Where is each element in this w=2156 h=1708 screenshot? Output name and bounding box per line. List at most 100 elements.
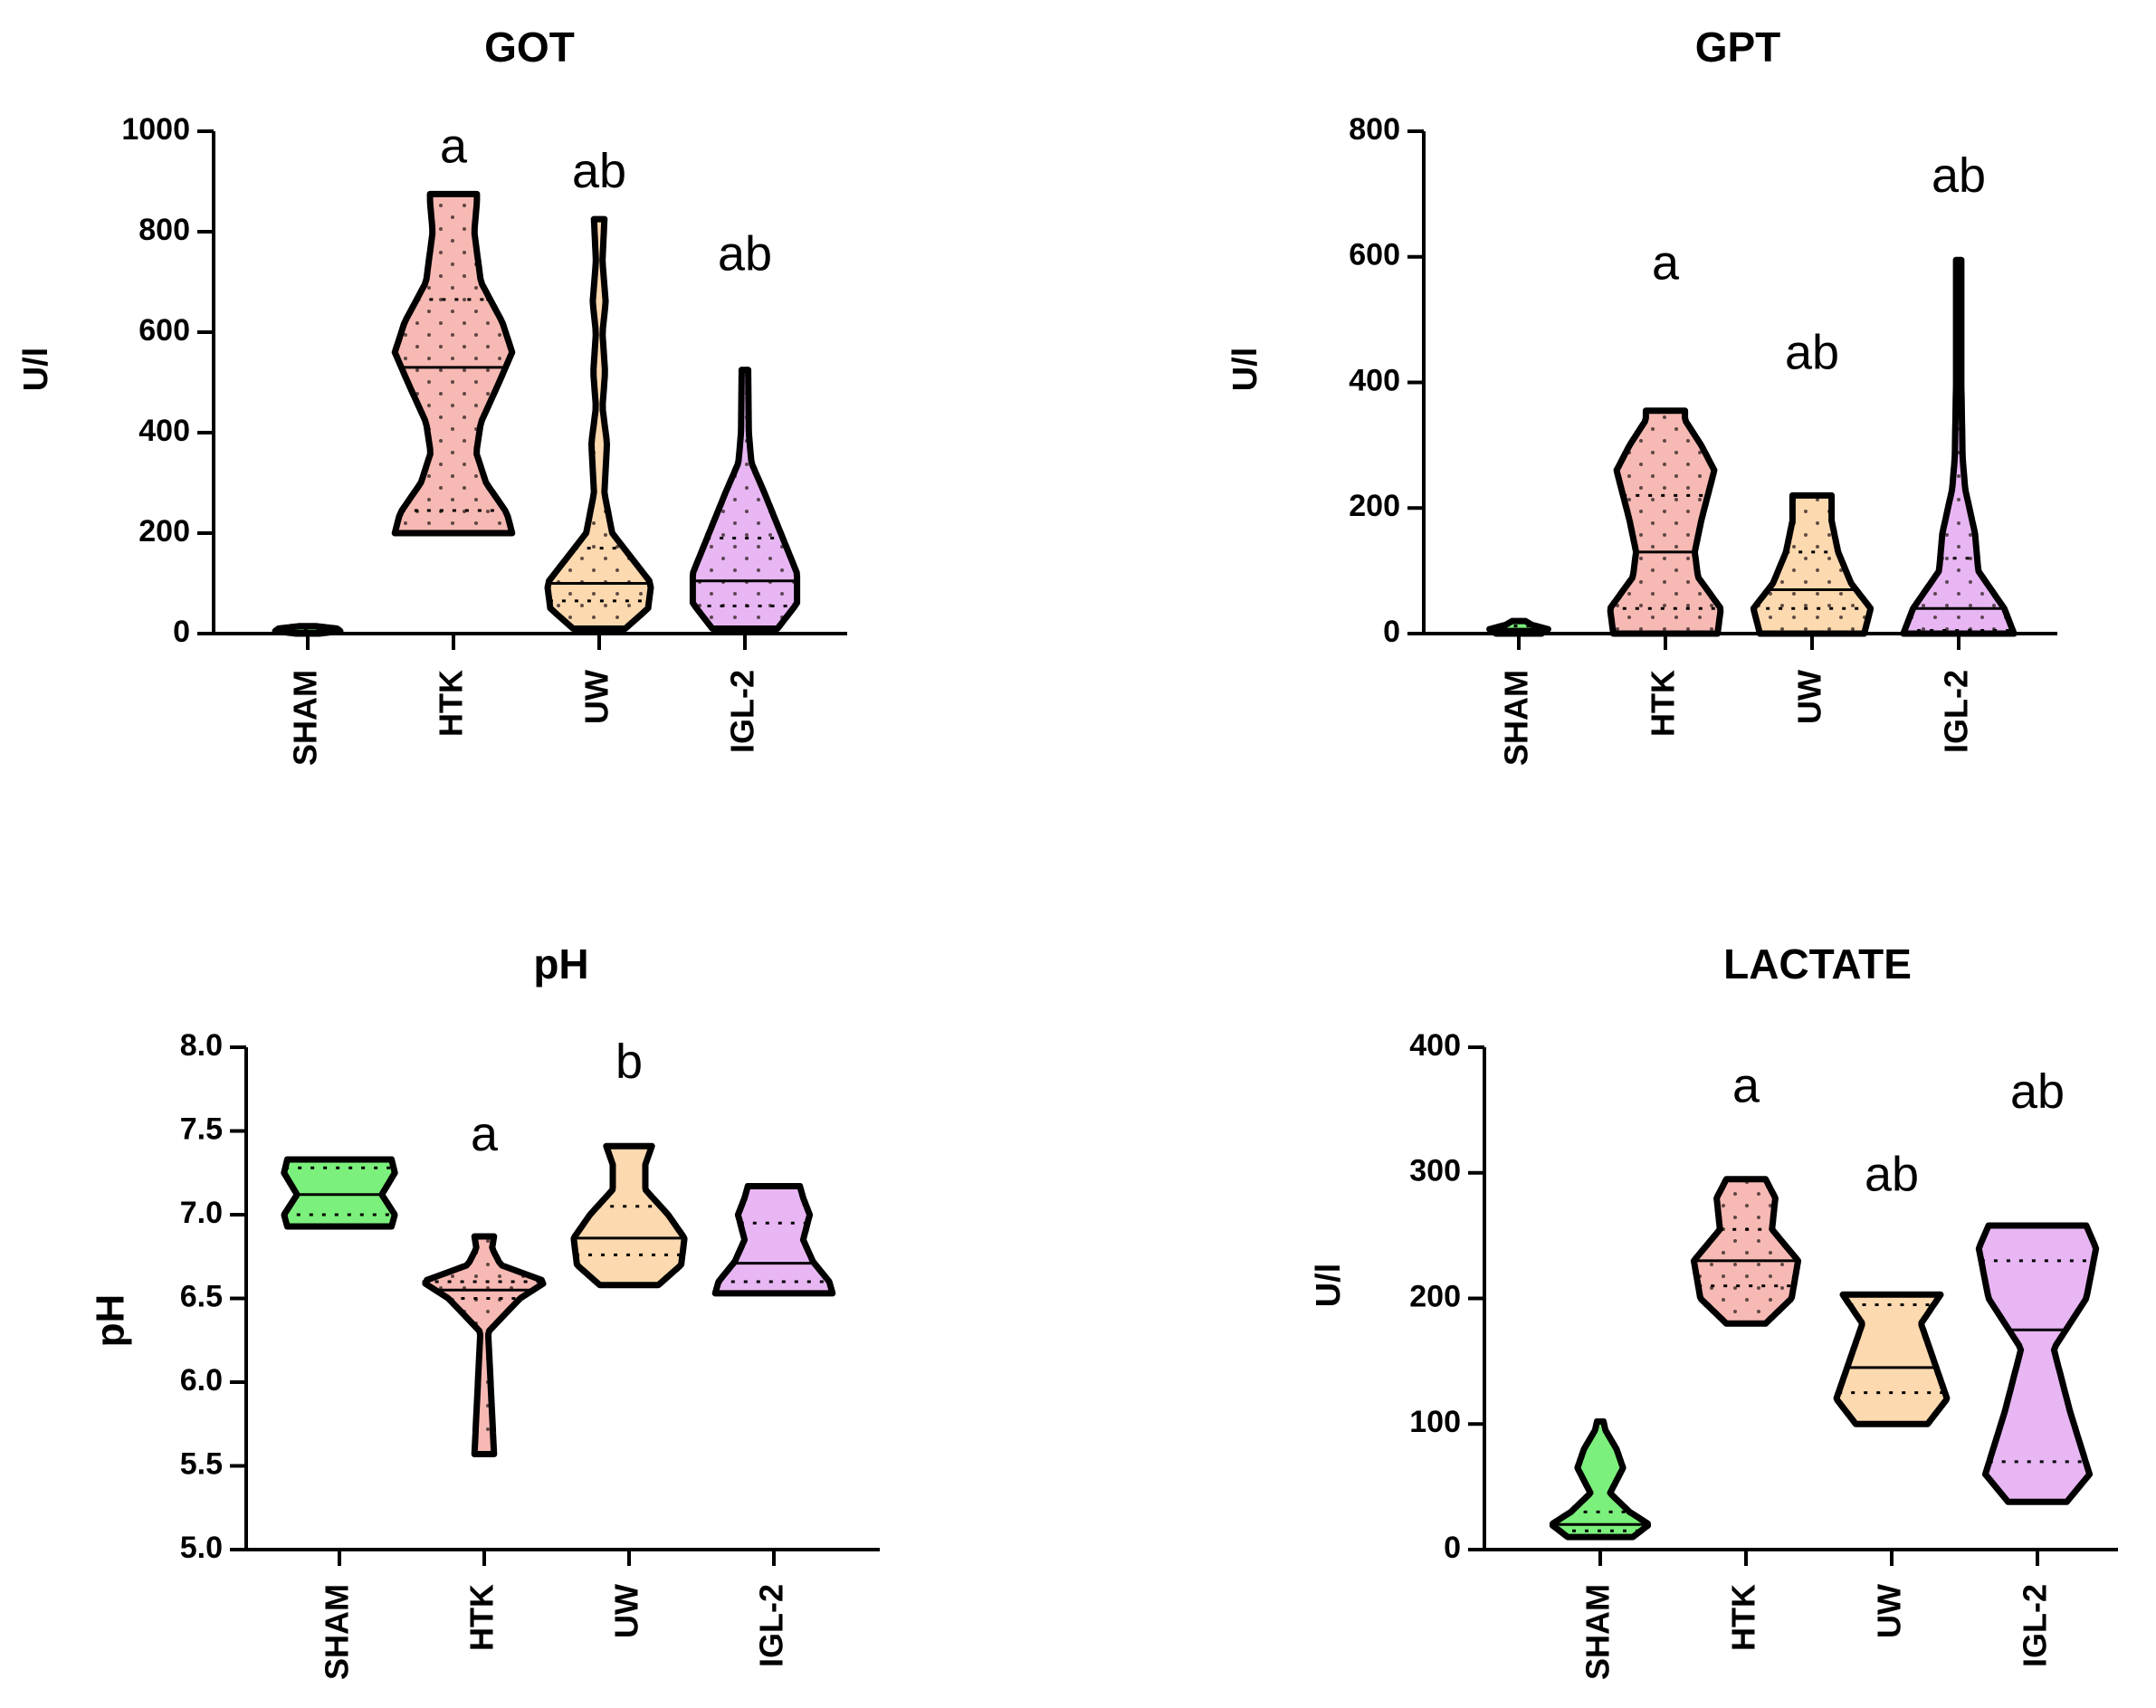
y-tick-label: 800: [1349, 112, 1400, 147]
x-category-label: SHAM: [287, 670, 324, 766]
y-tick-label: 400: [1409, 1028, 1461, 1063]
chart-title: GOT: [484, 24, 575, 71]
violin-lactate-igl-2: IGL-2 ab: [1975, 1064, 2100, 1667]
x-category-label: UW: [1791, 670, 1828, 724]
violin-lactate-sham: SHAM: [1549, 1418, 1652, 1680]
y-tick-label: 8.0: [180, 1028, 223, 1063]
y-tick-label: 400: [138, 414, 190, 448]
y-tick-label: 0: [1444, 1531, 1461, 1565]
violin-outline: [281, 1156, 398, 1230]
significance-label: a: [471, 1107, 499, 1161]
violin-got-uw: UW ab: [544, 144, 654, 724]
violin-gpt-uw: UW ab: [1750, 325, 1875, 724]
violin-dot-texture: [1693, 1178, 1798, 1324]
violin-fill: [1979, 1226, 2096, 1503]
x-category-label: SHAM: [319, 1584, 356, 1680]
violin-ph-uw: UW b: [570, 1035, 688, 1638]
violin-got-htk: HTK a: [391, 119, 516, 737]
y-tick-label: 0: [173, 615, 190, 649]
significance-label: a: [1732, 1059, 1760, 1113]
x-category-label: UW: [1871, 1584, 1908, 1638]
chart-panel-gpt: GPT U/l 0 200 400 600 800 SHAM HTK a UW ab IGL-2 ab: [1226, 24, 2057, 766]
y-tick-label: 6.5: [180, 1279, 223, 1313]
violin-outline: [1900, 256, 2018, 637]
x-category-label: HTK: [1645, 670, 1682, 737]
chart-panel-ph: pH pH 5.0 5.5 6.0 6.5 7.0 7.5 8.0 SHAM HTK a UW b IGL-…: [89, 940, 880, 1680]
violin-fill: [283, 1159, 396, 1226]
violin-outline: [422, 1233, 547, 1457]
x-category-label: UW: [578, 670, 615, 724]
y-tick-label: 800: [138, 213, 190, 247]
violin-lactate-htk: HTK a: [1690, 1059, 1802, 1651]
violin-dot-texture: [692, 369, 797, 629]
significance-label: a: [440, 119, 468, 173]
y-tick-label: 200: [138, 514, 190, 549]
y-tick-label: 7.0: [180, 1196, 223, 1230]
chart-title: GPT: [1695, 24, 1781, 71]
violin-outline: [391, 190, 516, 537]
y-tick-label: 400: [1349, 363, 1400, 397]
violin-outline: [1975, 1222, 2100, 1505]
violin-gpt-igl-2: IGL-2 ab: [1900, 148, 2018, 753]
y-tick-label: 600: [138, 313, 190, 348]
violin-fill: [573, 1146, 685, 1285]
x-category-label: HTK: [1725, 1584, 1762, 1651]
y-tick-label: 200: [1349, 489, 1400, 523]
violin-got-igl-2: IGL-2 ab: [689, 227, 801, 753]
x-category-label: HTK: [433, 670, 470, 737]
x-category-label: IGL-2: [753, 1584, 790, 1667]
y-axis-label: U/l: [17, 348, 55, 392]
violin-dot-texture: [395, 194, 512, 533]
violin-ph-htk: HTK a: [422, 1107, 547, 1651]
significance-label: b: [615, 1035, 643, 1089]
significance-label: ab: [1932, 148, 1986, 203]
x-category-label: HTK: [463, 1584, 501, 1651]
violin-gpt-sham: SHAM: [1486, 617, 1551, 766]
y-axis-label: U/l: [1226, 348, 1264, 392]
chart-panel-got: GOT U/l 0 200 400 600 800 1000 SHAM HTK a UW ab IGL-2…: [17, 24, 847, 766]
violin-fill: [715, 1186, 833, 1293]
chart-title: LACTATE: [1723, 940, 1912, 988]
violin-dot-texture: [1753, 495, 1871, 634]
y-tick-label: 1000: [121, 112, 190, 147]
significance-label: ab: [2010, 1064, 2065, 1119]
violin-fill: [1552, 1421, 1648, 1538]
violin-got-sham: SHAM: [272, 623, 344, 766]
y-tick-label: 100: [1409, 1405, 1461, 1439]
significance-label: a: [1652, 236, 1680, 291]
violin-outline: [544, 215, 654, 632]
x-category-label: UW: [608, 1584, 645, 1638]
violin-gpt-htk: HTK a: [1607, 236, 1724, 737]
violin-dot-texture: [548, 219, 651, 629]
y-tick-label: 7.5: [180, 1112, 223, 1146]
x-category-label: SHAM: [1498, 670, 1535, 766]
significance-label: ab: [572, 144, 626, 198]
y-tick-label: 5.5: [180, 1446, 223, 1481]
significance-label: ab: [1865, 1147, 1919, 1201]
x-category-label: IGL-2: [724, 670, 761, 753]
violin-dot-texture: [425, 1236, 543, 1455]
violin-dot-texture: [1610, 410, 1721, 634]
y-tick-label: 300: [1409, 1154, 1461, 1188]
x-category-label: SHAM: [1579, 1584, 1617, 1680]
violin-dot-texture: [1903, 260, 2015, 634]
violin-outline: [1833, 1291, 1951, 1427]
violin-ph-igl-2: IGL-2: [711, 1183, 836, 1667]
significance-label: ab: [1785, 325, 1839, 379]
y-tick-label: 200: [1409, 1279, 1461, 1313]
x-category-label: IGL-2: [1938, 670, 1975, 753]
y-tick-label: 0: [1383, 615, 1400, 649]
violin-ph-sham: SHAM: [281, 1156, 398, 1680]
x-category-label: IGL-2: [2017, 1584, 2054, 1667]
violin-outline: [689, 367, 801, 632]
violin-outline: [711, 1183, 836, 1297]
chart-title: pH: [533, 940, 588, 988]
y-axis-label: U/l: [1310, 1264, 1348, 1308]
violin-lactate-uw: UW ab: [1833, 1147, 1951, 1638]
violin-outline: [1549, 1418, 1652, 1541]
violin-outline: [1607, 407, 1724, 637]
y-tick-label: 600: [1349, 238, 1400, 272]
violin-outline: [1690, 1176, 1802, 1327]
